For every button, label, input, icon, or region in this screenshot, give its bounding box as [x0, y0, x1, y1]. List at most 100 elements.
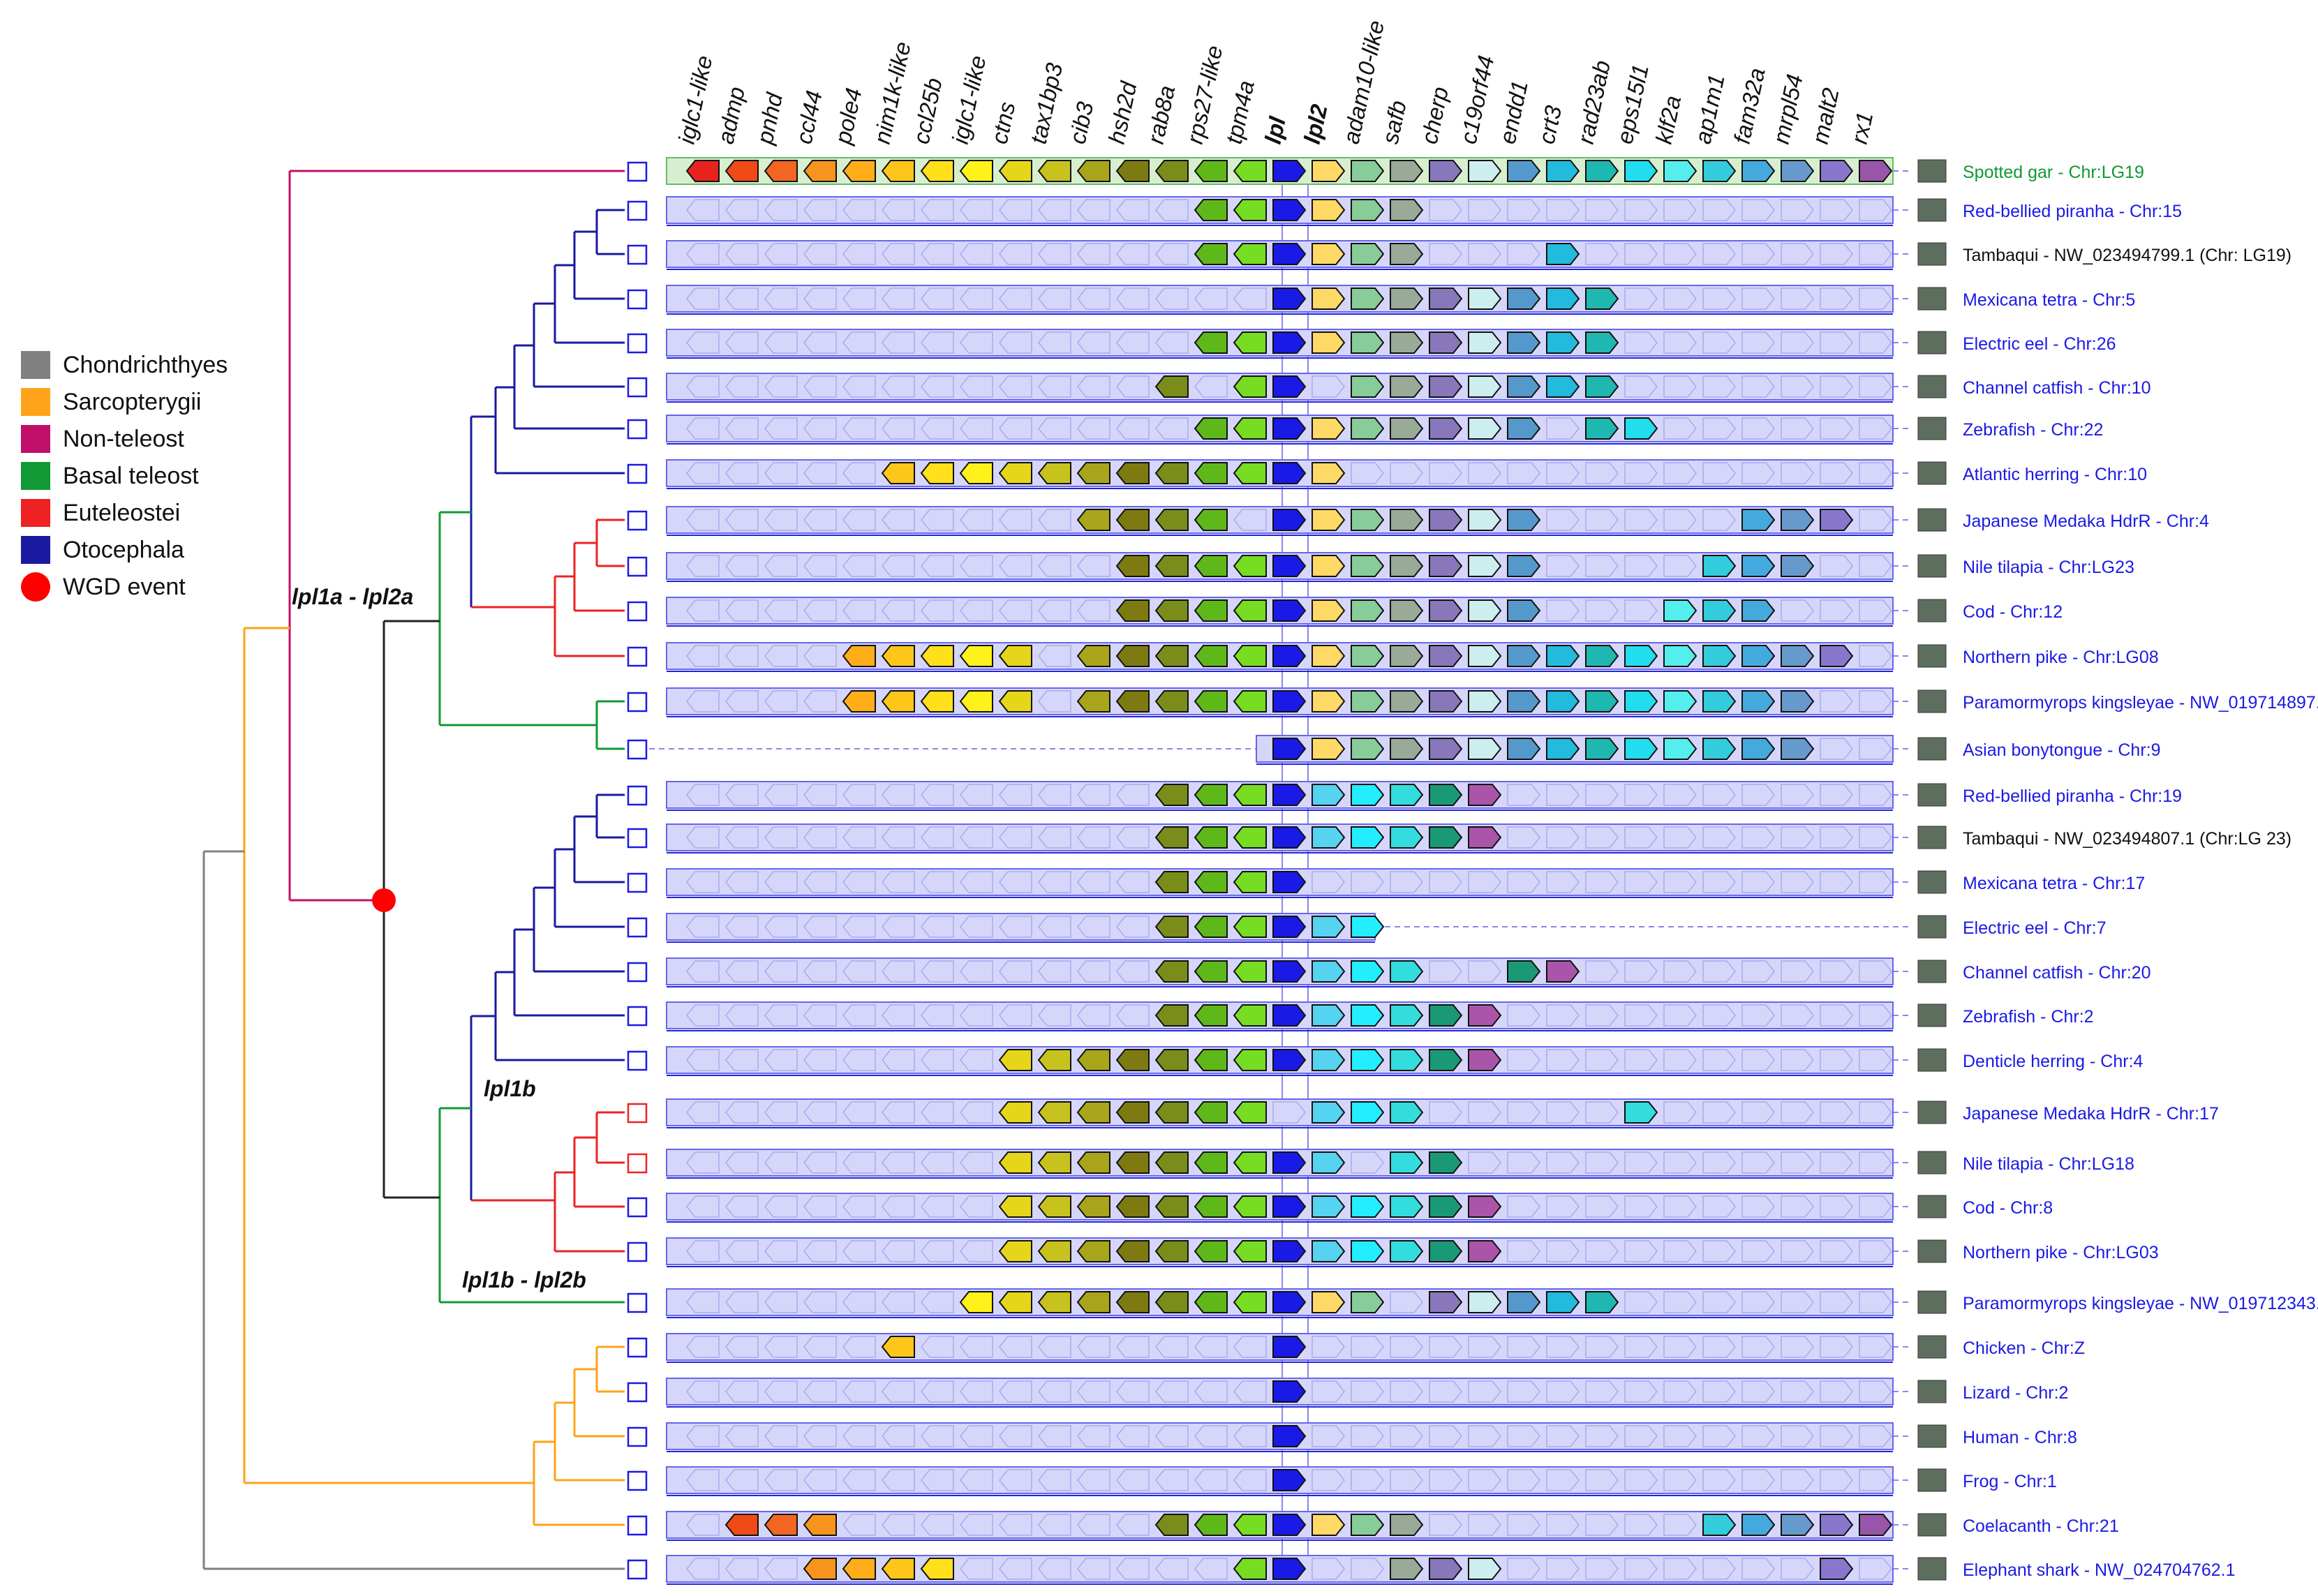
species-thumbnail: [1917, 287, 1947, 311]
synteny-track: [627, 1466, 1947, 1496]
gene-lpl-block: [1272, 960, 1307, 983]
gene-slot: [686, 1336, 720, 1358]
gene-slot: [1702, 1336, 1736, 1358]
gene-slot: [882, 826, 915, 849]
track-checkbox[interactable]: [627, 785, 648, 806]
species-label: Mexicana tetra - Chr:5: [1963, 290, 2135, 310]
gene-slot: [803, 1151, 837, 1174]
gene-iglc1-like-block: [959, 645, 993, 667]
track-checkbox[interactable]: [627, 1241, 648, 1262]
gene-slot: [1859, 1291, 1892, 1313]
gene-endd1-block: [1507, 645, 1541, 667]
track-checkbox[interactable]: [627, 1292, 648, 1313]
synteny-track: [627, 1288, 1947, 1318]
track-checkbox[interactable]: [627, 1515, 648, 1536]
gene-slot: [1312, 1469, 1345, 1491]
gene-adam10-like-block: [1351, 690, 1385, 713]
gene-slot: [1077, 916, 1110, 938]
gene-header: klf2a: [1651, 94, 1686, 147]
gene-slot: [1038, 375, 1071, 398]
gene-ctns-block: [998, 1049, 1032, 1071]
track-checkbox[interactable]: [627, 692, 648, 713]
species-label: Cod - Chr:12: [1963, 602, 2063, 622]
track-checkbox[interactable]: [627, 1197, 648, 1218]
track-checkbox[interactable]: [627, 739, 648, 760]
track-checkbox[interactable]: [627, 601, 648, 622]
gene-pnhd-block: [764, 160, 798, 182]
gene-slot: [1233, 1380, 1267, 1403]
gene-slot: [960, 375, 993, 398]
track-checkbox[interactable]: [627, 200, 648, 221]
track-checkbox[interactable]: [627, 1006, 648, 1027]
gene-lpl2-block: [1312, 1151, 1346, 1174]
track-checkbox[interactable]: [627, 1382, 648, 1403]
track-checkbox[interactable]: [627, 962, 648, 983]
species-label: Human - Chr:8: [1963, 1428, 2077, 1447]
legend-item-euteleostei: Euteleostei: [21, 495, 180, 530]
gene-slot: [764, 243, 798, 265]
gene-slot: [882, 1151, 915, 1174]
gene-klf2a-block: [1663, 599, 1697, 622]
gene-slot: [1624, 784, 1658, 806]
species-thumbnail: [1917, 1335, 1947, 1359]
gene-slot: [842, 1151, 876, 1174]
species-thumbnail: [1917, 915, 1947, 939]
track-checkbox[interactable]: [627, 1153, 648, 1174]
track-checkbox[interactable]: [627, 419, 648, 440]
gene-header: lpl2: [1299, 102, 1332, 147]
gene-slot: [1663, 1291, 1697, 1313]
gene-slot: [1820, 599, 1853, 622]
gene-ccl44-block: [803, 1558, 837, 1580]
gene-slot: [1077, 1336, 1110, 1358]
track-checkbox[interactable]: [627, 646, 648, 667]
gene-slot: [921, 1469, 954, 1491]
gene-rab8a-block: [1154, 555, 1189, 577]
track-checkbox[interactable]: [627, 377, 648, 398]
gene-slot: [1546, 871, 1580, 893]
track-checkbox[interactable]: [627, 161, 648, 182]
track-checkbox[interactable]: [627, 1337, 648, 1358]
gene-slot: [1585, 1151, 1619, 1174]
track-checkbox[interactable]: [627, 917, 648, 938]
gene-slot: [1429, 1469, 1462, 1491]
track-checkbox[interactable]: [627, 872, 648, 893]
track-checkbox[interactable]: [627, 1050, 648, 1071]
gene-slot: [1820, 826, 1853, 849]
gene-adam10-like-block: [1351, 826, 1385, 849]
gene-endd1-block: [1507, 417, 1541, 440]
species-thumbnail: [1917, 461, 1947, 485]
gene-slot: [1077, 417, 1110, 440]
track-checkbox[interactable]: [627, 1470, 648, 1491]
gene-slot: [1507, 1101, 1540, 1124]
track-checkbox[interactable]: [627, 244, 648, 265]
track-checkbox[interactable]: [627, 510, 648, 531]
track-checkbox[interactable]: [627, 828, 648, 849]
gene-slot: [1038, 417, 1071, 440]
gene-slot: [960, 509, 993, 531]
gene-slot: [842, 1380, 876, 1403]
gene-ctns-block: [998, 1101, 1032, 1124]
gene-ctns-block: [998, 1151, 1032, 1174]
gene-slot: [803, 1004, 837, 1027]
track-checkbox[interactable]: [627, 289, 648, 310]
gene-slot: [1820, 738, 1853, 760]
gene-admp-block: [725, 160, 759, 182]
gene-slot: [1585, 199, 1619, 221]
gene-safb-block: [1390, 1240, 1424, 1262]
gene-slot: [1624, 1558, 1658, 1580]
gene-slot: [1781, 288, 1814, 310]
track-checkbox[interactable]: [627, 463, 648, 484]
gene-slot: [1507, 1336, 1540, 1358]
gene-slot: [1585, 1240, 1619, 1262]
gene-slot: [1820, 784, 1853, 806]
gene-rps27-like-block: [1194, 555, 1228, 577]
gene-tax1bp3-block: [1037, 1151, 1071, 1174]
gene-slot: [842, 871, 876, 893]
track-checkbox[interactable]: [627, 556, 648, 577]
track-checkbox[interactable]: [627, 333, 648, 354]
gene-slot: [1116, 1558, 1150, 1580]
track-checkbox[interactable]: [627, 1103, 648, 1124]
track-checkbox[interactable]: [627, 1426, 648, 1447]
species-thumbnail: [1917, 1004, 1947, 1027]
track-checkbox[interactable]: [627, 1559, 648, 1580]
